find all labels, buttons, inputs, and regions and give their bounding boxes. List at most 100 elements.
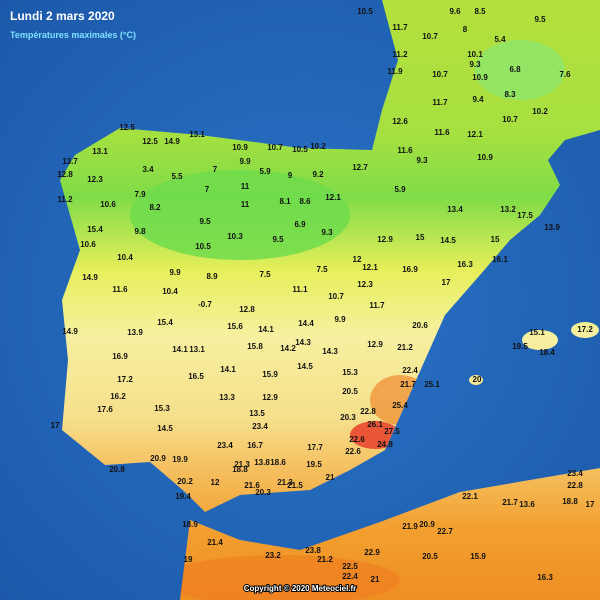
station-temperature: 21.3 (234, 460, 250, 469)
station-temperature: 23.4 (567, 469, 583, 478)
station-temperature: 17.7 (307, 443, 323, 452)
station-temperature: 7 (205, 185, 210, 194)
station-temperature: 15.6 (227, 322, 243, 331)
station-temperature: 20.3 (255, 488, 271, 497)
station-temperature: 10.1 (467, 50, 483, 59)
station-temperature: 9.2 (312, 170, 324, 179)
station-temperature: 10.9 (472, 73, 488, 82)
station-temperature: 13.5 (249, 409, 265, 418)
station-temperature: 18.8 (562, 497, 578, 506)
station-temperature: 10.9 (477, 153, 493, 162)
station-temperature: 20.6 (412, 321, 428, 330)
station-temperature: 11.2 (57, 195, 73, 204)
station-temperature: 9.4 (472, 95, 484, 104)
station-temperature: 19 (184, 555, 193, 564)
station-temperature: 18.9 (182, 520, 198, 529)
station-temperature: 12.8 (239, 305, 255, 314)
station-temperature: 15.1 (529, 328, 545, 337)
station-temperature: 27.5 (384, 427, 400, 436)
station-temperature: 10.7 (502, 115, 518, 124)
station-temperature: 14.3 (322, 347, 338, 356)
station-temperature: 10.4 (162, 287, 178, 296)
station-temperature: 21 (326, 473, 335, 482)
station-temperature: 13.2 (500, 205, 516, 214)
station-temperature: 20 (473, 375, 482, 384)
station-temperature: 13.1 (189, 130, 205, 139)
station-temperature: 12.6 (392, 117, 408, 126)
station-temperature: 22.8 (567, 481, 583, 490)
station-temperature: 22.8 (360, 407, 376, 416)
station-temperature: 7.9 (134, 190, 146, 199)
station-temperature: 11.7 (369, 301, 385, 310)
station-temperature: 25.1 (424, 380, 440, 389)
station-temperature: 19.5 (306, 460, 322, 469)
station-temperature: 20.9 (419, 520, 435, 529)
station-temperature: 19.4 (175, 492, 191, 501)
station-temperature: 12.9 (262, 393, 278, 402)
station-temperature: 12.5 (142, 137, 158, 146)
station-temperature: -0.7 (198, 300, 212, 309)
station-temperature: 19.9 (172, 455, 188, 464)
station-temperature: 7.5 (259, 270, 271, 279)
station-temperature: 9.3 (469, 60, 481, 69)
station-temperature: 21.2 (317, 555, 333, 564)
station-temperature: 14.9 (62, 327, 78, 336)
station-temperature: 8.6 (299, 197, 311, 206)
station-temperature: 22.4 (402, 366, 418, 375)
map-title: Lundi 2 mars 2020 (10, 9, 115, 23)
copyright: Copyright © 2020 Meteociel.fr (244, 584, 357, 593)
station-temperature: 13.9 (127, 328, 143, 337)
station-temperature: 10.3 (227, 232, 243, 241)
station-temperature: 16.7 (247, 441, 263, 450)
station-temperature: 15 (416, 233, 425, 242)
station-temperature: 17 (586, 500, 595, 509)
station-temperature: 10.2 (310, 142, 326, 151)
station-temperature: 18.8 (232, 465, 248, 474)
station-temperature: 8.1 (279, 197, 291, 206)
station-temperature: 20.5 (422, 552, 438, 561)
station-temperature: 11.6 (397, 146, 413, 155)
station-temperature: 13.3 (219, 393, 235, 402)
station-temperature: 8.2 (149, 203, 161, 212)
station-temperature: 10.7 (432, 70, 448, 79)
station-temperature: 7.6 (559, 70, 571, 79)
station-temperature: 21.6 (244, 481, 260, 490)
station-temperature: 11.1 (292, 285, 308, 294)
station-temperature: 5.5 (171, 172, 183, 181)
station-temperature: 16.3 (537, 573, 553, 582)
station-temperature: 11.7 (432, 98, 448, 107)
station-temperature: 12 (353, 255, 362, 264)
station-temperature: 15.9 (262, 370, 278, 379)
station-temperature: 9.6 (449, 7, 461, 16)
station-temperature: 20.3 (340, 413, 356, 422)
station-temperature: 13.1 (189, 345, 205, 354)
station-temperature: 13.8 (254, 458, 270, 467)
station-temperature: 11.6 (112, 285, 128, 294)
station-temperature: 21 (371, 575, 380, 584)
station-temperature: 13.6 (519, 500, 535, 509)
station-temperature: 17.5 (517, 211, 533, 220)
station-temperature: 10.5 (357, 7, 373, 16)
station-temperature: 9.3 (416, 156, 428, 165)
station-temperature: 11.2 (392, 50, 408, 59)
station-temperature: 15.4 (87, 225, 103, 234)
station-temperature: 20.2 (177, 477, 193, 486)
station-temperature: 5.9 (394, 185, 406, 194)
stations: 10.5 9.6 8.511.710.789.510.19.35.411.211.9… (51, 7, 595, 584)
station-temperature: 7.5 (316, 265, 328, 274)
station-temperature: 10.2 (532, 107, 548, 116)
station-temperature: 20.8 (109, 465, 125, 474)
station-temperature: 16.5 (188, 372, 204, 381)
station-temperature: 9.3 (321, 228, 333, 237)
station-temperature: 23.8 (305, 546, 321, 555)
station-temperature: 13.7 (62, 157, 78, 166)
station-temperature: 21.2 (397, 343, 413, 352)
station-temperature: 22.7 (437, 527, 453, 536)
station-temperature: 15 (491, 235, 500, 244)
station-temperature: 9 (288, 171, 293, 180)
station-temperature: 15.3 (342, 368, 358, 377)
station-temperature: 23.4 (217, 441, 233, 450)
station-temperature: 9.9 (334, 315, 346, 324)
station-temperature: 10.6 (100, 200, 116, 209)
station-temperature: 13.1 (92, 147, 108, 156)
